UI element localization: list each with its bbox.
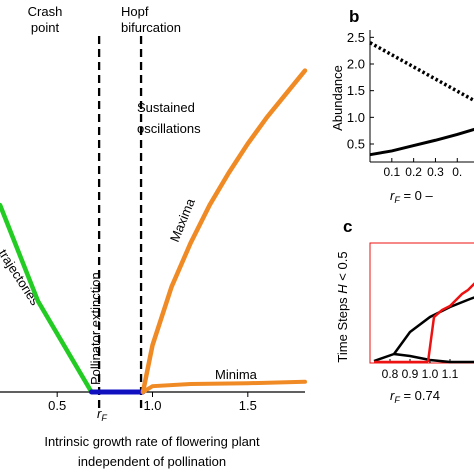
panel-b-x-tick-label: 0.1 <box>383 165 400 179</box>
panel-c-x-tick-label: 0.9 <box>402 367 419 381</box>
panel-c-red-line <box>426 282 474 363</box>
panel-a-x-tick-label: 0.5 <box>48 398 66 413</box>
panel-a-x-tick-label: 1.5 <box>239 398 257 413</box>
panel-c: c 0.8 0.9 1.0 1.1 Time Steps H < 0.5 rF = 0… <box>335 217 474 405</box>
panel-b-y-tick-label: 1.5 <box>347 83 365 98</box>
panel-c-label: c <box>343 217 352 236</box>
panel-a-x-label-line-2: independent of pollination <box>78 454 226 469</box>
hopf-label-line-2: bifurcation <box>121 20 181 35</box>
panel-c-x-tick-label: 0.8 <box>382 367 399 381</box>
panel-b-x-tick-label: 0. <box>452 165 462 179</box>
panel-c-black-left-line <box>373 352 395 363</box>
panel-b: b 0.51.01.52.02.5 0.1 0.2 0.3 0. Abundance … <box>330 7 474 205</box>
panel-b-label: b <box>349 7 359 26</box>
panel-b-y-tick-label: 0.5 <box>347 137 365 152</box>
maxima-series-line <box>140 68 308 395</box>
panel-b-y-tick-label: 2.5 <box>347 30 365 45</box>
panel-b-solid-line <box>369 127 474 157</box>
panel-c-black-lower-line <box>393 352 474 364</box>
panel-c-x-label: rF = 0.74 <box>390 388 440 405</box>
panel-b-x-ticks: 0.1 0.2 0.3 0. <box>383 158 462 179</box>
panel-b-dotted-line <box>369 41 474 103</box>
panel-a-x-marker-label: rF <box>97 406 107 423</box>
panel-b-y-tick-label: 1.0 <box>347 110 365 125</box>
minima-label: Minima <box>215 367 258 382</box>
panel-b-y-ticks: 0.5 1.0 1.5 2.0 2.5 <box>347 30 374 152</box>
hopf-label-line-1: Hopf <box>121 4 149 19</box>
panel-b-x-tick-label: 0.2 <box>405 165 422 179</box>
panel-c-x-tick-label: 1.1 <box>442 367 459 381</box>
panel-a-x-label-line-1: Intrinsic growth rate of flowering plant <box>44 434 260 449</box>
panel-c-x-tick-label: 1.0 <box>422 367 439 381</box>
minima-series-line <box>140 379 307 394</box>
panel-b-y-label: Abundance <box>330 65 345 131</box>
crash-label-line-1: Crash <box>28 4 63 19</box>
crash-label-line-2: point <box>31 20 60 35</box>
panel-a: 0.5 1.0 1.5 rF Intrinsic growth rate of fl… <box>0 4 308 469</box>
sustained-label-line-1: Sustained <box>137 100 195 115</box>
panel-b-y-tick-label: 2.0 <box>347 57 365 72</box>
panel-c-y-label: Time Steps H < 0.5 <box>335 251 350 362</box>
green-series-line <box>0 202 94 395</box>
sustained-label-line-2: oscillations <box>137 121 201 136</box>
pollinator-extinction-label: Pollinator extinction <box>88 272 103 385</box>
panel-a-x-ticks: 0.5 1.0 1.5 <box>48 392 257 413</box>
panel-b-x-label: rF = 0 – <box>390 188 434 205</box>
panel-b-x-tick-label: 0.3 <box>427 165 444 179</box>
panel-a-x-tick-label: 1.0 <box>143 398 161 413</box>
